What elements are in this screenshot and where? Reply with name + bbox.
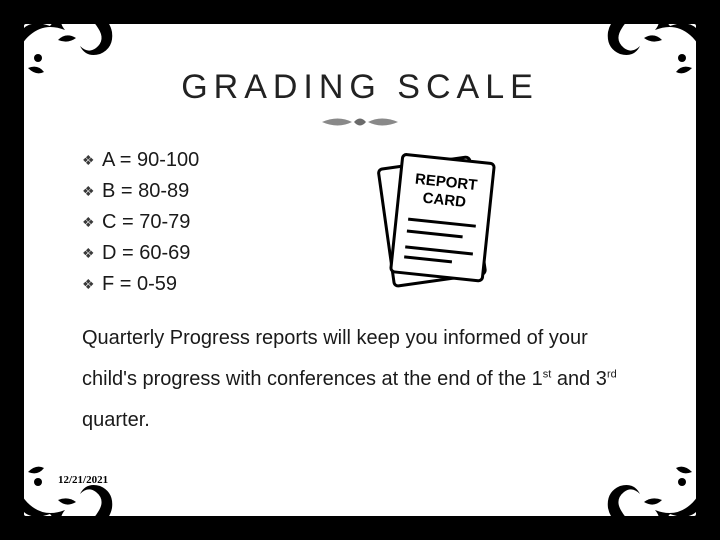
corner-flourish-icon [600,450,710,530]
grade-label: F = 0-59 [102,269,177,300]
corner-flourish-icon [10,450,120,530]
bullet-icon: ❖ [82,212,96,234]
grade-label: D = 60-69 [102,238,190,269]
ordinal-sup: rd [607,368,617,380]
slide-title: GRADING SCALE [82,68,638,107]
slide-date: 12/21/2021 [58,474,108,486]
bullet-icon: ❖ [82,243,96,265]
bullet-icon: ❖ [82,181,96,203]
paragraph-text: Quarterly Progress reports will keep you… [82,327,588,390]
grade-label: C = 70-79 [102,207,190,238]
body-paragraph: Quarterly Progress reports will keep you… [82,318,638,441]
paragraph-text: and 3 [551,368,607,390]
grade-label: B = 80-89 [102,176,189,207]
title-ornament-icon [82,113,638,131]
paragraph-text: quarter. [82,409,150,431]
slide-frame: GRADING SCALE ❖ A = 90-100 ❖ B = 80-89 ❖ [24,24,696,516]
grade-label: A = 90-100 [102,145,199,176]
bullet-icon: ❖ [82,150,96,172]
bullet-icon: ❖ [82,274,96,296]
report-card-image: REPORT CARD [356,142,518,298]
